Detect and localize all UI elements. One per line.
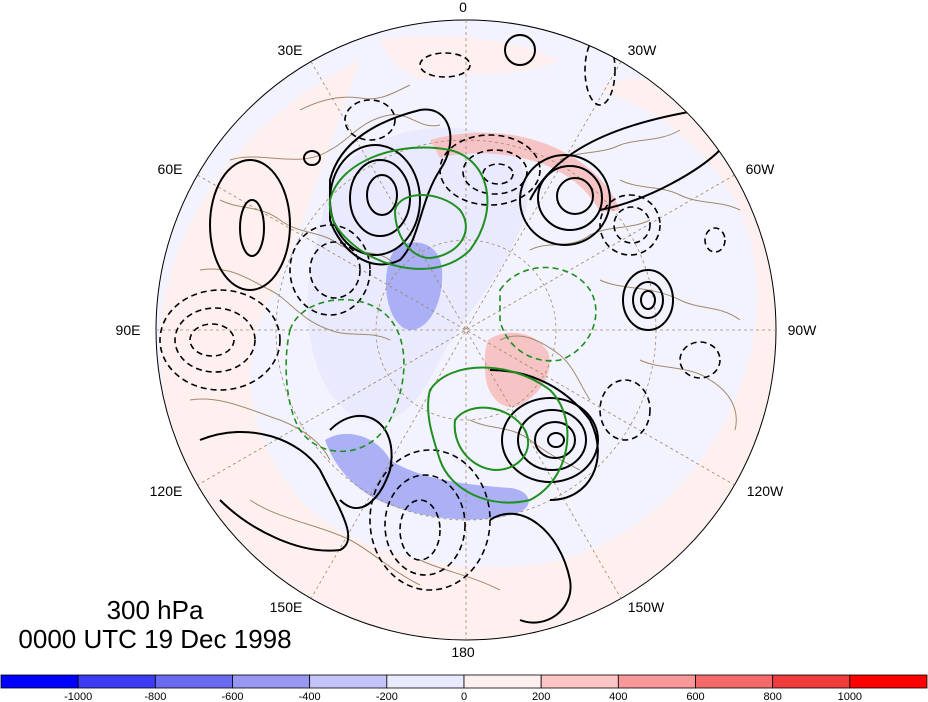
lon-label-30w: 30W — [628, 42, 658, 58]
colorbar-swatch — [463, 674, 542, 689]
lon-label-120e: 120E — [150, 483, 183, 499]
colorbar-tick-label: -200 — [376, 691, 398, 702]
graticule — [156, 20, 776, 640]
shade-positive-arc-north — [430, 132, 620, 212]
lon-label-90e: 90E — [116, 322, 141, 338]
colorbar-swatch — [154, 674, 233, 689]
colorbar-swatch — [232, 674, 311, 689]
colorbar-labels: -1000 -800 -600 -400 -200 0 200 400 600 800 1000 — [64, 691, 862, 702]
colorbar-swatch — [849, 674, 928, 689]
colorbar-swatch — [309, 674, 388, 689]
lon-label-150w: 150W — [628, 599, 665, 615]
colorbar-swatch — [540, 674, 619, 689]
green-dashed-contours — [285, 266, 597, 453]
colorbar-tick-label: 1000 — [838, 691, 862, 702]
lon-label-120w: 120W — [747, 483, 784, 499]
green-contours — [328, 146, 569, 504]
colorbar-tick-label: -800 — [144, 691, 166, 702]
shade-positive-spot-pacific — [484, 332, 550, 408]
colorbar-swatch — [386, 674, 465, 689]
colorbar-swatch — [617, 674, 696, 689]
colorbar-swatch — [77, 674, 156, 689]
colorbar-tick-label: 200 — [532, 691, 550, 702]
colorbar-swatch — [695, 674, 774, 689]
colorbar-tick-label: 0 — [461, 691, 467, 702]
colorbar-swatch — [0, 674, 79, 689]
time-caption: 0000 UTC 19 Dec 1998 — [18, 624, 291, 654]
colorbar-tick-label: -600 — [221, 691, 243, 702]
colorbar-tick-label: 800 — [763, 691, 781, 702]
lon-label-90w: 90W — [788, 322, 818, 338]
colorbar-swatches — [0, 674, 928, 689]
map-disc — [155, 19, 777, 641]
lon-label-0: 0 — [459, 0, 467, 15]
longitude-labels: 0 30E 30W 60E 60W 90E 90W 120E 120W 150E… — [116, 0, 818, 660]
colorbar-tick-label: -400 — [299, 691, 321, 702]
lon-label-30e: 30E — [278, 42, 303, 58]
lon-label-180: 180 — [451, 644, 475, 660]
colorbar: -1000 -800 -600 -400 -200 0 200 400 600 800 1000 — [0, 674, 928, 702]
colorbar-tick-label: -1000 — [64, 691, 92, 702]
colorbar-tick-label: 400 — [609, 691, 627, 702]
coastlines — [189, 84, 741, 591]
caption: 300 hPa 0000 UTC 19 Dec 1998 — [18, 595, 291, 654]
colorbar-swatch — [772, 674, 851, 689]
shade-positive-light-north — [380, 36, 560, 80]
shading-layer — [160, 36, 776, 640]
lon-label-150e: 150E — [270, 599, 303, 615]
level-caption: 300 hPa — [107, 595, 204, 625]
lon-label-60w: 60W — [746, 161, 776, 177]
colorbar-tick-label: 600 — [686, 691, 704, 702]
lon-label-60e: 60E — [158, 161, 183, 177]
